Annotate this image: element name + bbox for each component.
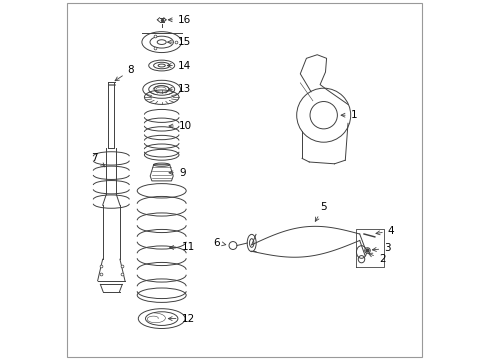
Text: 1: 1	[341, 110, 357, 120]
Text: 2: 2	[368, 253, 385, 264]
Text: 5: 5	[315, 202, 326, 221]
Text: 14: 14	[167, 60, 191, 71]
Text: 12: 12	[168, 314, 194, 324]
Text: 13: 13	[168, 84, 191, 94]
Text: 11: 11	[169, 243, 194, 252]
Text: 4: 4	[375, 226, 394, 236]
Text: 3: 3	[372, 243, 390, 253]
Text: 9: 9	[169, 168, 185, 178]
Text: 7: 7	[91, 153, 104, 167]
Text: 6: 6	[213, 238, 225, 248]
Text: 10: 10	[169, 121, 192, 131]
Text: 8: 8	[115, 65, 134, 81]
Text: 15: 15	[167, 37, 191, 47]
Text: 16: 16	[168, 15, 191, 25]
